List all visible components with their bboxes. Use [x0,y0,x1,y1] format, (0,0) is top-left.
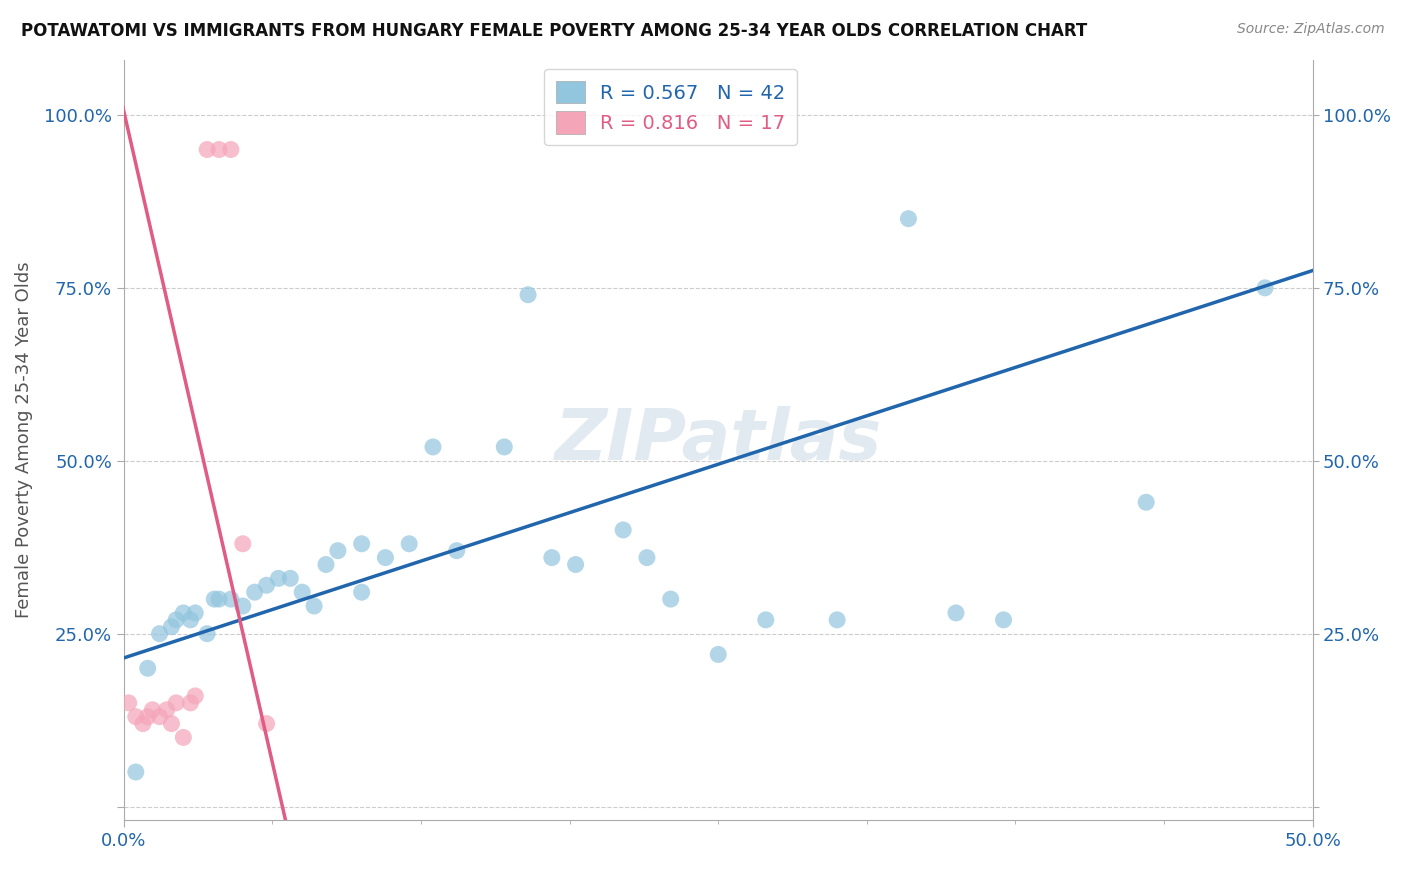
Point [446,543,468,558]
Point [243,585,266,599]
Point [125,764,148,779]
Point [148,709,170,723]
Point [350,585,373,599]
Point [160,716,183,731]
Point [1135,495,1157,509]
Point [326,543,349,558]
Point [232,599,254,613]
Point [179,696,201,710]
Point [148,626,170,640]
Point [219,592,242,607]
Text: ZIPatlas: ZIPatlas [554,406,882,475]
Point [136,661,159,675]
Point [517,287,540,301]
Text: POTAWATOMI VS IMMIGRANTS FROM HUNGARY FEMALE POVERTY AMONG 25-34 YEAR OLDS CORRE: POTAWATOMI VS IMMIGRANTS FROM HUNGARY FE… [21,22,1087,40]
Point [422,440,444,454]
Point [136,709,159,723]
Point [141,703,163,717]
Point [132,716,155,731]
Point [659,592,682,607]
Point [118,696,141,710]
Point [156,703,179,717]
Point [374,550,396,565]
Point [184,689,207,703]
Point [278,571,301,585]
Point [172,731,194,745]
Text: Source: ZipAtlas.com: Source: ZipAtlas.com [1237,22,1385,37]
Point [302,599,325,613]
Point [172,606,194,620]
Point [350,537,373,551]
Point [195,626,218,640]
Point [219,143,242,157]
Point [184,606,207,620]
Point [494,440,516,454]
Point [564,558,586,572]
Point [755,613,778,627]
Point [208,592,231,607]
Point [540,550,562,565]
Point [398,537,420,551]
Point [636,550,658,565]
Point [125,709,148,723]
Point [612,523,634,537]
Point [232,537,254,551]
Point [256,578,278,592]
Y-axis label: Female Poverty Among 25-34 Year Olds: Female Poverty Among 25-34 Year Olds [15,261,32,618]
Point [707,648,730,662]
Point [256,716,278,731]
Point [291,585,314,599]
Point [315,558,337,572]
Legend: R = 0.567   N = 42, R = 0.816   N = 17: R = 0.567 N = 42, R = 0.816 N = 17 [544,70,797,145]
Point [945,606,967,620]
Point [179,613,201,627]
Point [267,571,290,585]
Point [160,620,183,634]
Point [1254,281,1277,295]
Point [195,143,218,157]
Point [165,696,187,710]
Point [897,211,920,226]
Point [825,613,848,627]
Point [165,613,187,627]
Point [208,143,231,157]
Point [993,613,1015,627]
Point [202,592,225,607]
